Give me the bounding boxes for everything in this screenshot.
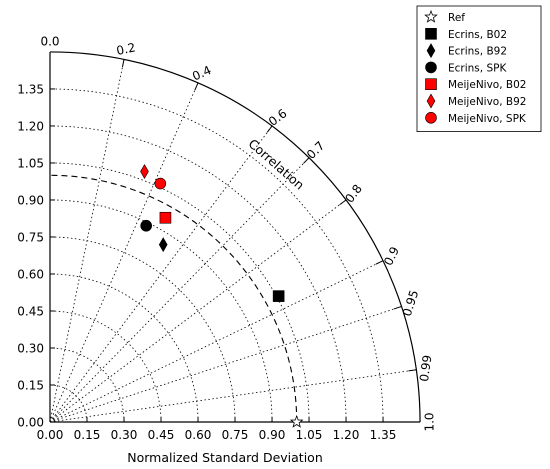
corr-tick-label: 0.2 xyxy=(115,40,137,58)
std-grid-arc xyxy=(49,347,125,423)
corr-tick-mark xyxy=(339,199,347,206)
corr-tick-label: 0.9 xyxy=(381,244,402,267)
corr-tick-label: 0.95 xyxy=(400,288,422,318)
std-grid-arc xyxy=(49,384,88,423)
corr-grid-line xyxy=(49,369,417,423)
y-tick-label: 0.90 xyxy=(17,193,44,207)
corr-tick-mark xyxy=(375,260,384,265)
corr-grid-line xyxy=(49,306,402,423)
x-tick-label: 0.90 xyxy=(259,428,286,442)
corr-tick-label: 0.0 xyxy=(40,34,59,48)
point-ecrins-b92 xyxy=(158,237,168,253)
corr-grid-line xyxy=(49,125,273,423)
point-ecrins-spk xyxy=(140,219,152,232)
legend-label: MeijeNivo, B92 xyxy=(448,96,526,108)
y-tick-label: 0.60 xyxy=(17,267,44,281)
data-points xyxy=(140,164,304,428)
x-tick-label: 1.35 xyxy=(370,428,397,442)
grid-lines xyxy=(49,59,417,423)
legend-marker-meijenivo-b92 xyxy=(426,93,436,109)
x-tick-label: 0.60 xyxy=(185,428,212,442)
legend-label: Ecrins, B92 xyxy=(448,46,507,58)
corr-grid-line xyxy=(49,82,199,423)
corr-tick-mark xyxy=(303,157,310,164)
corr-tick-mark xyxy=(393,305,402,310)
x-tick-label: 1.05 xyxy=(296,428,323,442)
legend-marker-ecrins-b92 xyxy=(426,43,436,59)
legend-marker-ref xyxy=(424,9,438,23)
x-tick-label: 0.75 xyxy=(222,428,249,442)
outer-arc xyxy=(49,51,421,423)
std-grid-arc xyxy=(49,125,347,423)
point-ecrins-b02 xyxy=(272,290,285,302)
x-tick-label: 0.00 xyxy=(37,428,64,442)
corr-grid-line xyxy=(49,199,347,423)
std-grid-arc xyxy=(49,310,162,423)
corr-ticks: 0.0 0.2 0.4 0.6 0.7 0.8 0.9 0.95 0.99 1.0 xyxy=(40,34,436,431)
y-tick-label: 0.75 xyxy=(17,230,44,244)
corr-tick-label: 0.7 xyxy=(304,139,327,162)
legend-label: Ref xyxy=(448,12,465,24)
corr-tick-label: 0.8 xyxy=(342,182,365,206)
std-grid-arc xyxy=(49,273,199,423)
y-tick-label: 1.05 xyxy=(17,156,44,170)
y-ticks: 0.00 0.15 0.30 0.45 0.60 0.75 0.90 1.05 1.20 1.35 xyxy=(17,82,55,430)
std-grid-arc xyxy=(49,236,236,423)
legend-box xyxy=(416,5,542,132)
x-tick-label: 0.15 xyxy=(74,428,101,442)
corr-tick-mark xyxy=(266,125,273,133)
corr-tick-label: 0.99 xyxy=(417,354,435,382)
corr-tick-mark xyxy=(194,82,199,91)
legend-label: MeijeNivo, B02 xyxy=(448,79,526,91)
reference-std-arc xyxy=(49,174,298,423)
corr-grid-line xyxy=(49,260,384,423)
x-tick-label: 1.20 xyxy=(333,428,360,442)
point-meijenivo-spk xyxy=(154,177,167,190)
corr-tick-label: 0.4 xyxy=(190,63,213,83)
corr-tick-label: 1.0 xyxy=(423,412,437,431)
legend-label: Ecrins, SPK xyxy=(448,62,507,74)
y-tick-label: 0.45 xyxy=(17,304,44,318)
corr-grid-line xyxy=(49,59,125,423)
std-grid-arc xyxy=(49,199,273,423)
legend-marker-meijenivo-b02 xyxy=(425,78,437,90)
legend-marker-ecrins-spk xyxy=(425,61,437,74)
x-axis-title: Normalized Standard Deviation xyxy=(127,450,323,465)
point-meijenivo-b02 xyxy=(159,211,172,224)
legend-marker-ecrins-b02 xyxy=(425,27,437,40)
corr-axis-title: Correlation xyxy=(246,136,308,193)
corr-grid-line xyxy=(49,157,310,423)
y-tick-label: 0.00 xyxy=(17,416,44,430)
x-tick-label: 0.45 xyxy=(148,428,175,442)
corr-tick-mark xyxy=(408,369,417,372)
y-tick-label: 1.35 xyxy=(17,82,44,96)
y-tick-label: 0.15 xyxy=(17,378,44,392)
y-tick-label: 1.20 xyxy=(17,119,44,133)
point-meijenivo-b92 xyxy=(140,164,149,180)
legend-marker-meijenivo-spk xyxy=(425,112,437,124)
x-tick-label: 0.30 xyxy=(111,428,138,442)
corr-tick-label: 0.6 xyxy=(266,106,290,129)
corr-tick-mark xyxy=(121,59,125,68)
legend-label: MeijeNivo, SPK xyxy=(448,113,527,125)
std-grid-arc xyxy=(49,162,310,423)
point-ref xyxy=(289,414,304,428)
legend: Ref Ecrins, B02 Ecrins, B92 Ecrins, SPK Meij… xyxy=(416,5,542,132)
legend-label: Ecrins, B02 xyxy=(448,29,507,41)
std-grid-arc xyxy=(49,88,384,423)
y-tick-label: 0.30 xyxy=(17,341,44,355)
x-ticks: 0.00 0.15 0.30 0.45 0.60 0.75 0.90 1.05 1.20 1.35 xyxy=(37,417,397,442)
